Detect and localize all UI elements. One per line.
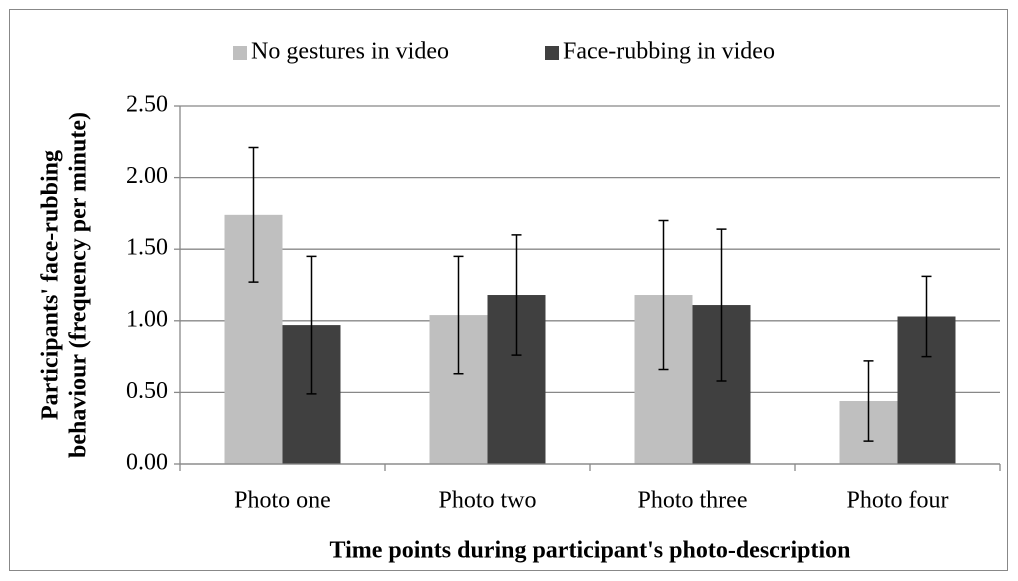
error-bar [658, 219, 669, 371]
chart-border [9, 9, 1008, 571]
y-tick-label: 1.00 [126, 306, 168, 332]
legend-swatch [233, 46, 247, 60]
y-tick-label: 2.00 [126, 163, 168, 189]
x-tick-label: Photo three [638, 488, 748, 514]
error-bar [248, 146, 259, 283]
legend-label: Face-rubbing in video [563, 39, 775, 65]
x-axis-title: Time points during participant's photo-d… [330, 538, 851, 564]
x-tick-label: Photo two [438, 488, 536, 514]
y-tick-label: 2.50 [126, 92, 168, 118]
y-axis-title: Participants' face-rubbing behaviour (fre… [38, 112, 92, 458]
legend-label: No gestures in video [251, 39, 449, 65]
y-tick-label: 0.50 [126, 378, 168, 404]
y-tick-label: 0.00 [126, 450, 168, 476]
legend-swatch [545, 46, 559, 60]
x-tick-label: Photo one [234, 488, 331, 514]
y-axis-title-line: Participants' face-rubbing [38, 150, 64, 420]
y-axis-title-line: behaviour (frequency per minute) [66, 112, 92, 458]
error-bar [306, 255, 317, 395]
error-bar [921, 275, 932, 358]
error-bar [716, 228, 727, 382]
x-tick-label: Photo four [847, 488, 949, 514]
y-tick-label: 1.50 [126, 235, 168, 261]
error-bar [863, 360, 874, 442]
error-bar [453, 255, 464, 375]
error-bar [511, 234, 522, 356]
